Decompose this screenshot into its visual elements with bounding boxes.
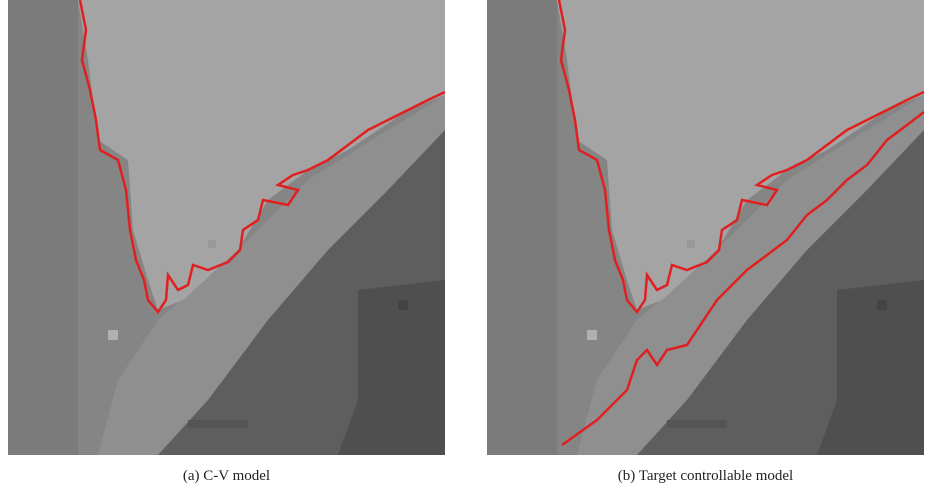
caption: (b) Target controllable model — [487, 468, 924, 485]
caption: (a) C-V model — [8, 468, 445, 485]
image-a — [8, 0, 445, 455]
page: (a) C-V model (b) Target controllable mo… — [0, 0, 932, 496]
image-b — [487, 0, 924, 455]
